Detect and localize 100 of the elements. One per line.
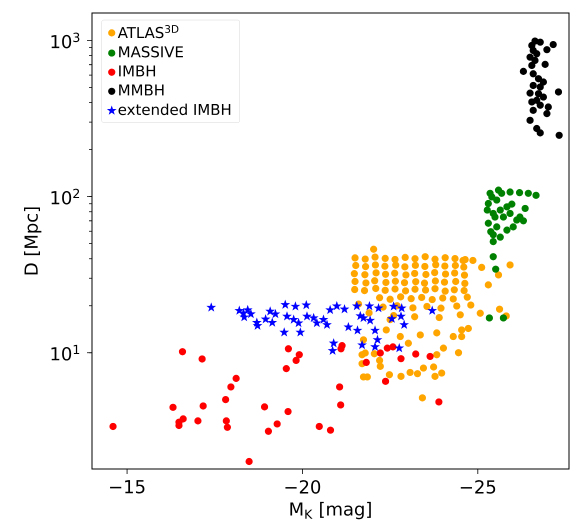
point (556, 132, 563, 139)
point (260, 403, 268, 410)
point (520, 68, 528, 75)
point (109, 422, 117, 430)
point (332, 302, 342, 310)
point (496, 206, 504, 214)
point (365, 302, 374, 310)
point (522, 204, 529, 212)
y-tick-label: 10$^{3}$ (51, 32, 80, 48)
point (488, 193, 496, 201)
point (271, 310, 280, 318)
point (274, 420, 281, 428)
point (536, 129, 544, 136)
point (224, 424, 231, 431)
point (370, 342, 380, 351)
point (198, 355, 206, 363)
point (353, 326, 362, 334)
point (296, 351, 303, 358)
point (344, 322, 353, 331)
point (389, 302, 398, 310)
point (484, 200, 492, 208)
point (394, 344, 404, 352)
point (490, 238, 497, 246)
point (534, 90, 542, 98)
point (291, 302, 300, 310)
point (264, 428, 272, 435)
point (526, 54, 534, 61)
point (309, 313, 318, 322)
point (412, 350, 420, 358)
point (400, 320, 408, 328)
point (533, 96, 540, 104)
point (396, 312, 406, 320)
point (388, 314, 396, 322)
point (374, 304, 383, 312)
point (337, 401, 344, 409)
point (536, 83, 544, 91)
point (544, 103, 552, 111)
point (500, 314, 508, 322)
point (222, 417, 230, 424)
point (282, 312, 292, 320)
point (490, 231, 497, 238)
point (312, 318, 322, 327)
point (337, 345, 345, 352)
point (382, 378, 390, 385)
point (490, 210, 497, 218)
point (428, 306, 437, 314)
point (526, 116, 534, 124)
point (246, 310, 256, 318)
point (336, 383, 344, 391)
point (206, 302, 216, 312)
point (373, 335, 382, 344)
point (376, 349, 384, 357)
point (227, 383, 234, 391)
point (329, 338, 338, 347)
point (302, 300, 311, 309)
point (302, 312, 312, 320)
legend-label: IMBH (119, 65, 156, 76)
point (319, 315, 328, 324)
point (533, 124, 540, 132)
point (194, 417, 202, 424)
point (528, 62, 536, 70)
point (284, 408, 292, 416)
point (536, 38, 544, 46)
point (500, 213, 508, 221)
point (292, 356, 300, 364)
point (484, 220, 492, 227)
point (280, 328, 288, 336)
point (294, 318, 303, 327)
point (280, 300, 290, 308)
point (326, 305, 334, 314)
point (536, 102, 544, 109)
point (503, 203, 511, 210)
y-axis-title: D [Mpc] (24, 207, 42, 274)
legend-label: MASSIVE (119, 46, 183, 58)
point (554, 88, 562, 96)
point (528, 42, 536, 50)
point (232, 374, 240, 382)
point (493, 196, 500, 204)
point (492, 266, 500, 273)
legend-label: extended IMBH (118, 104, 230, 116)
point (397, 355, 405, 362)
x-axis-title: M$_{K}$ [mag] (290, 502, 371, 520)
point (397, 304, 406, 312)
point (533, 50, 540, 58)
point (493, 223, 500, 230)
y-tick-label: 10$^{1}$ (51, 344, 80, 361)
point (328, 346, 337, 354)
point (389, 343, 397, 350)
point (426, 352, 434, 360)
x-tick-label: −20 (285, 480, 320, 494)
point (530, 106, 537, 114)
point (510, 223, 517, 230)
point (366, 316, 374, 324)
legend-label: MMBH (119, 84, 164, 96)
point (506, 188, 514, 196)
point (370, 326, 380, 334)
point (266, 306, 274, 316)
point (296, 328, 305, 336)
point (532, 192, 540, 199)
point (542, 60, 549, 68)
